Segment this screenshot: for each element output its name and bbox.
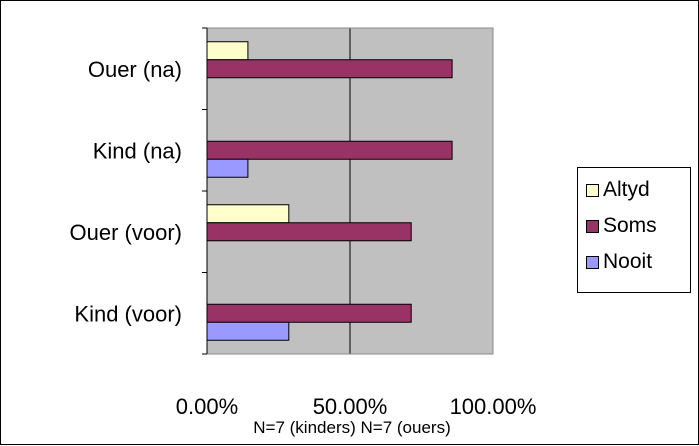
legend-swatch: [586, 183, 599, 197]
bar-soms: [206, 222, 412, 242]
bar-altyd: [206, 204, 290, 224]
legend-label: Soms: [603, 214, 657, 237]
x-tick-label: 50.00%: [313, 394, 388, 419]
legend-swatch: [586, 219, 599, 233]
legend-item-soms: Soms: [586, 214, 657, 238]
bar-nooit: [206, 321, 290, 341]
bar-altyd: [206, 41, 249, 61]
bar-soms: [206, 59, 453, 79]
x-tick-label: 100.00%: [450, 394, 537, 419]
bar-soms: [206, 140, 453, 160]
bar-nooit: [206, 158, 249, 178]
legend-label: Nooit: [603, 250, 653, 273]
legend-item-altyd: Altyd: [586, 178, 650, 202]
legend: Altyd Soms Nooit: [577, 167, 691, 293]
legend-item-nooit: Nooit: [586, 250, 652, 274]
legend-label: Altyd: [603, 178, 650, 201]
x-tick-label: 0.00%: [176, 394, 238, 419]
bar-soms: [206, 303, 412, 323]
legend-swatch: [586, 255, 599, 269]
category-label: Ouer (na): [88, 57, 182, 82]
category-label: Kind (voor): [74, 301, 182, 326]
sample-size-note: N=7 (kinders) N=7 (ouers): [253, 418, 450, 437]
category-label: Kind (na): [93, 138, 182, 163]
category-label: Ouer (voor): [70, 220, 182, 245]
